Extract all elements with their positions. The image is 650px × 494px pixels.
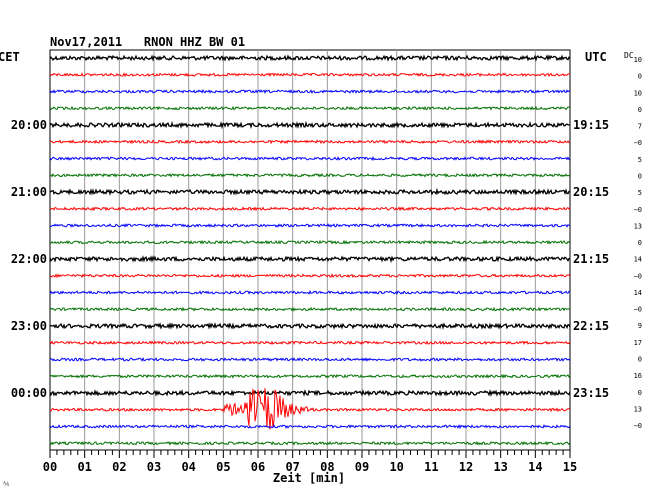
- dc-offset-label: 7: [638, 123, 642, 131]
- trace-line: [49, 340, 571, 346]
- left-time-label: 21:00: [11, 185, 47, 199]
- right-time-label: 20:15: [573, 185, 609, 199]
- trace-line: [49, 72, 570, 78]
- dc-offset-label: 10: [634, 56, 642, 64]
- dc-offset-label: 0: [638, 239, 642, 247]
- x-tick-label: 09: [355, 460, 369, 474]
- trace-line: [49, 440, 571, 446]
- dc-offset-label: 16: [634, 372, 642, 380]
- trace-line: [49, 322, 571, 330]
- x-tick-label: 04: [181, 460, 195, 474]
- traces: [49, 54, 571, 446]
- right-time-label: 22:15: [573, 319, 609, 333]
- plot-frame: [49, 49, 571, 451]
- labels: 20:00 21:00 22:00 23:00 00:00 19:15 20:15 21:15…: [11, 56, 642, 430]
- trace-line: [49, 255, 571, 264]
- trace-line: [49, 373, 571, 379]
- trace-line: [49, 356, 571, 363]
- corner-mark: ⅍: [3, 480, 9, 488]
- x-tick-label: 10: [389, 460, 403, 474]
- dc-offset-label: 13: [634, 405, 642, 413]
- left-time-label: 23:00: [11, 319, 47, 333]
- x-tick-label: 05: [216, 460, 230, 474]
- dc-offset-label: 5: [638, 189, 642, 197]
- right-zone-label: UTC: [585, 50, 607, 64]
- x-tick-label: 12: [459, 460, 473, 474]
- x-tick-label: 03: [147, 460, 161, 474]
- trace-line: [49, 388, 571, 430]
- trace-line: [49, 54, 571, 62]
- x-tick-label: 01: [77, 460, 91, 474]
- dc-offset-label: 0: [638, 172, 642, 180]
- x-tick-label: 07: [285, 460, 299, 474]
- dc-offset-label: 9: [638, 322, 642, 330]
- trace-line: [49, 105, 571, 111]
- dc-offset-label: 17: [634, 339, 642, 347]
- left-time-label: 22:00: [11, 252, 47, 266]
- dc-offset-label: 5: [638, 156, 642, 164]
- trace-line: [49, 423, 571, 430]
- trace-line: [49, 120, 571, 130]
- right-time-label: 23:15: [573, 386, 609, 400]
- x-tick-label: 13: [493, 460, 507, 474]
- x-tick-label: 15: [563, 460, 577, 474]
- dc-offset-label: 14: [634, 289, 642, 297]
- trace-line: [49, 187, 571, 197]
- x-tick-label: 00: [43, 460, 57, 474]
- left-time-label: 00:00: [11, 386, 47, 400]
- left-zone-label: CET: [0, 50, 20, 64]
- dc-offset-label: 0: [638, 106, 642, 114]
- x-tick-label: 11: [424, 460, 438, 474]
- x-tick-label: 14: [528, 460, 542, 474]
- trace-line: [49, 273, 571, 279]
- dc-offset-label: 0: [638, 73, 642, 81]
- dc-offset-label: −0: [634, 139, 642, 147]
- right-time-label: 21:15: [573, 252, 609, 266]
- trace-line: [49, 172, 571, 178]
- dc-offset-label: −0: [634, 306, 642, 314]
- right-time-label: 19:15: [573, 118, 609, 132]
- left-time-label: 20:00: [11, 118, 47, 132]
- trace-line: [49, 388, 571, 397]
- x-tick-label: 06: [251, 460, 265, 474]
- dc-offset-label: 14: [634, 256, 642, 264]
- trace-line: [49, 289, 571, 295]
- trace-line: [49, 206, 571, 212]
- x-tick-label: 08: [320, 460, 334, 474]
- dc-offset-label: −0: [634, 422, 642, 430]
- chart-title: Nov17,2011 RNON HHZ BW 01: [50, 35, 245, 49]
- x-axis-label: Zeit [min]: [273, 471, 345, 485]
- trace-line: [49, 139, 571, 145]
- dc-offset-label: 0: [638, 356, 642, 364]
- trace-line: [49, 239, 571, 245]
- dc-label: DC: [624, 51, 634, 60]
- trace-line: [49, 155, 571, 161]
- minute-grid: [49, 49, 571, 451]
- dc-offset-label: −0: [634, 206, 642, 214]
- dc-offset-label: 10: [634, 89, 642, 97]
- trace-line: [49, 306, 571, 312]
- x-axis: 00 01 02 03 04 05 06 07 08 09 10 11 12 13 14 15: [43, 450, 577, 474]
- trace-line: [50, 223, 570, 229]
- dc-offset-label: −0: [634, 272, 642, 280]
- dc-offset-label: 13: [634, 222, 642, 230]
- trace-line: [49, 88, 571, 94]
- x-tick-label: 02: [112, 460, 126, 474]
- dc-offset-label: 0: [638, 389, 642, 397]
